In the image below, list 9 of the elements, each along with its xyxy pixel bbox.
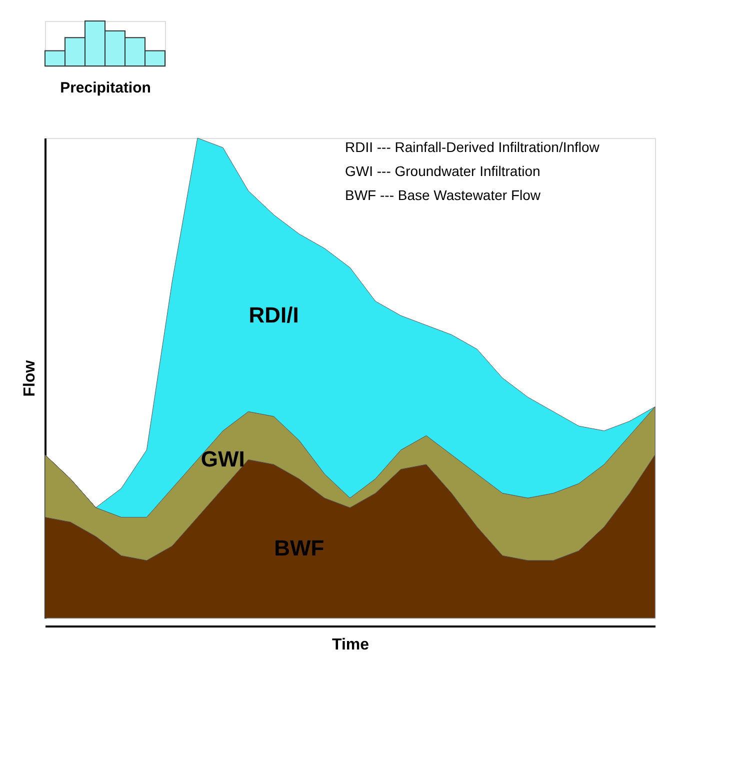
y-axis-title: Flow bbox=[22, 360, 38, 397]
series-label: BWF bbox=[274, 535, 324, 560]
annotation: GWI --- Groundwater Infiltration bbox=[345, 163, 540, 179]
series-label: GWI bbox=[200, 446, 245, 472]
series-label: RDI/I bbox=[248, 302, 299, 328]
annotation: RDII --- Rainfall-Derived Infiltration/Inflow bbox=[345, 139, 600, 155]
x-axis-title: Time bbox=[332, 636, 370, 654]
annotation: BWF --- Base Wastewater Flow bbox=[345, 187, 542, 203]
x-axis-title: Precipitation bbox=[60, 80, 151, 96]
